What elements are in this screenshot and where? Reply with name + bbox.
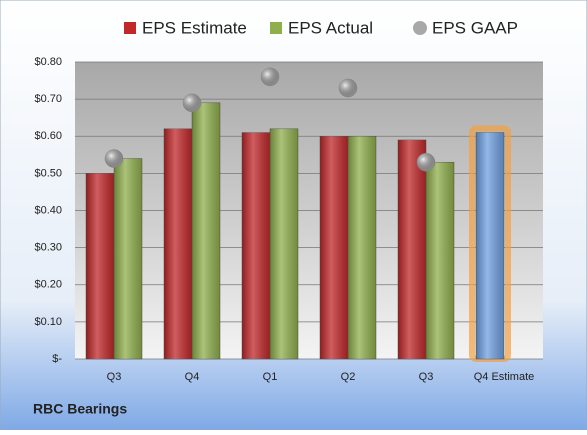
bar-shine bbox=[398, 139, 426, 359]
bar-shine bbox=[348, 136, 376, 359]
point-shine bbox=[261, 67, 279, 86]
legend-marker bbox=[124, 22, 136, 34]
bar-shine bbox=[242, 132, 270, 359]
y-tick-label: $0.20 bbox=[34, 279, 62, 291]
y-tick-label: $0.10 bbox=[34, 316, 62, 328]
x-tick-label: Q1 bbox=[263, 371, 278, 383]
bar-shine bbox=[270, 128, 298, 359]
x-tick-label: Q3 bbox=[107, 371, 122, 383]
legend-label: EPS Actual bbox=[288, 18, 373, 37]
y-tick-label: $0.30 bbox=[34, 242, 62, 254]
bar-shine bbox=[164, 128, 192, 359]
chart-title: RBC Bearings bbox=[33, 401, 127, 417]
x-tick-label: Q4 Estimate bbox=[474, 371, 535, 383]
y-tick-label: $0.40 bbox=[34, 204, 62, 216]
bar-shine bbox=[320, 136, 348, 359]
point-shine bbox=[105, 149, 123, 168]
x-tick-label: Q3 bbox=[419, 371, 434, 383]
y-tick-label: $- bbox=[52, 353, 62, 365]
legend-marker bbox=[270, 22, 282, 34]
point-shine bbox=[417, 153, 435, 172]
bar-shine bbox=[192, 102, 220, 360]
legend-label: EPS Estimate bbox=[142, 18, 247, 37]
legend-label: EPS GAAP bbox=[432, 18, 518, 37]
point-shine bbox=[339, 78, 357, 97]
point-shine bbox=[183, 93, 201, 112]
x-tick-label: Q2 bbox=[341, 371, 356, 383]
y-tick-label: $0.80 bbox=[34, 56, 62, 68]
bar-shine bbox=[476, 132, 504, 359]
bar-shine bbox=[86, 173, 114, 359]
y-tick-label: $0.50 bbox=[34, 167, 62, 179]
y-tick-label: $0.70 bbox=[34, 93, 62, 105]
x-tick-label: Q4 bbox=[185, 371, 200, 383]
bar-shine bbox=[114, 158, 142, 359]
legend-marker bbox=[413, 21, 427, 35]
bar-shine bbox=[426, 162, 454, 359]
y-tick-label: $0.60 bbox=[34, 130, 62, 142]
